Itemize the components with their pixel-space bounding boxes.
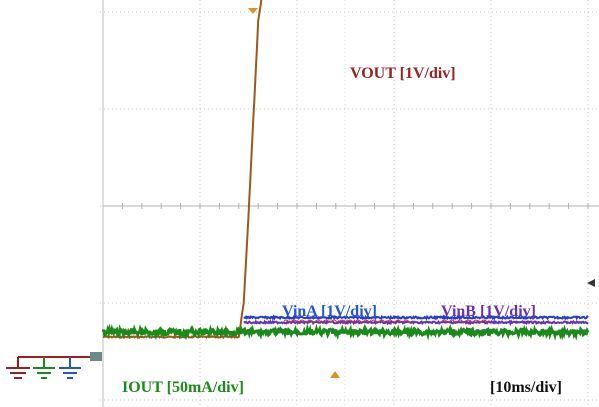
channel-ground-marker (90, 352, 102, 361)
graticule (100, 0, 599, 407)
vout-label: VOUT [1V/div] (350, 65, 456, 82)
vina-label: VinA [1V/div] (282, 303, 377, 320)
traces (101, 0, 590, 341)
timebase-label: [10ms/div] (490, 379, 562, 396)
vinb-spell-underline (441, 319, 491, 323)
trigger-bottom-marker (330, 371, 340, 378)
ground-icon-vout (6, 356, 100, 379)
trace-vina (243, 314, 589, 321)
trace-vinb (243, 319, 589, 326)
trace-iout (101, 323, 590, 341)
vina-spell-underline (283, 319, 413, 323)
vinb-label: VinB [1V/div] (441, 303, 536, 320)
iout-label: IOUT [50mA/div] (122, 379, 244, 396)
ground-icon-vin (59, 357, 81, 379)
ground-icon-iout (33, 357, 55, 379)
trigger-position-marker (248, 8, 258, 14)
trigger-level-arrow (587, 279, 595, 287)
